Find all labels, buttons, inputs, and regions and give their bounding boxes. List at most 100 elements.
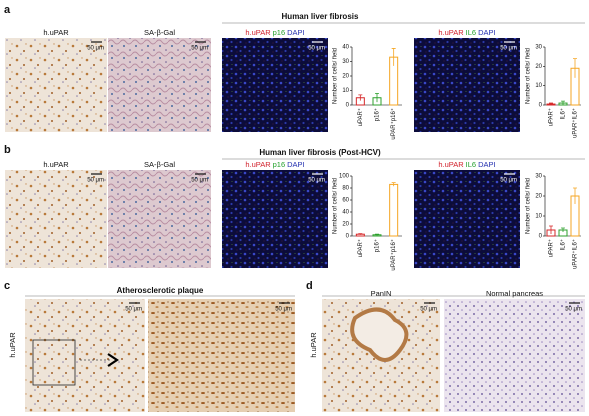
x-tick-label: uPAR⁺ — [357, 239, 364, 257]
panel-title: Human liver fibrosis (Post-HCV) — [259, 148, 381, 157]
y-axis-label: Number of cells/ field — [526, 178, 532, 234]
stain-name: h.uPAR — [438, 160, 464, 169]
x-tick-label: uPAR⁺IL6⁺ — [572, 108, 579, 138]
scale-label: 50 μm — [191, 178, 208, 184]
error-bar — [573, 58, 577, 78]
image-label: Normal pancreas — [486, 289, 543, 298]
x-tick-label: uPAR⁺p16⁺ — [390, 239, 397, 271]
scale-label: 50 μm — [87, 46, 104, 52]
stain-name: DAPI — [478, 28, 496, 37]
x-tick-label: uPAR⁺ — [548, 108, 555, 126]
stain-name: DAPI — [287, 28, 305, 37]
y-tick-label: 80 — [342, 186, 349, 192]
y-tick-label: 30 — [535, 174, 542, 180]
stain-name: DAPI — [478, 160, 496, 169]
micrograph — [414, 170, 520, 268]
stain-name: h.uPAR — [245, 160, 271, 169]
panel-letter: d — [306, 280, 313, 292]
error-bar — [561, 227, 565, 232]
scale-label: 50 μm — [125, 307, 142, 313]
scale-label: 50 μm — [420, 307, 437, 313]
figure-content: a b c d Human liver fibrosis Human liver fibr… — [4, 4, 585, 412]
x-tick-label: p16⁺ — [374, 108, 381, 121]
y-tick-label: 10 — [535, 83, 542, 89]
micrograph — [5, 38, 107, 132]
micrograph — [108, 38, 211, 132]
scale-label: 50 μm — [191, 46, 208, 52]
stain-name: IL6 — [466, 160, 476, 169]
stain-label: h.uPAR IL6 DAPI — [438, 160, 495, 169]
y-tick-label: 0 — [539, 234, 543, 240]
x-tick-label: uPAR⁺IL6⁺ — [572, 239, 579, 269]
panel-title: Human liver fibrosis — [282, 12, 359, 21]
image-label: h.uPAR — [43, 160, 69, 169]
bar — [389, 183, 399, 237]
error-bar — [358, 94, 363, 101]
y-tick-label: 20 — [535, 194, 542, 200]
duct — [350, 307, 409, 362]
image-label: SA-β-Gal — [144, 160, 175, 169]
y-axis-label: Number of cells/ field — [526, 48, 532, 104]
error-bar — [375, 93, 379, 103]
scale-label: 50 μm — [308, 46, 325, 52]
y-tick-label: 10 — [535, 214, 542, 220]
micrograph — [108, 170, 211, 268]
scale-label: 50 μm — [500, 46, 517, 52]
micrograph — [5, 170, 107, 268]
y-axis-label: Number of cells/ field — [333, 48, 339, 104]
error-bar — [375, 233, 379, 236]
inset-box — [32, 339, 76, 386]
stain-name: DAPI — [287, 160, 305, 169]
error-bar — [391, 182, 396, 187]
y-tick-label: 40 — [342, 45, 349, 51]
panel-title: Atherosclerotic plaque — [117, 286, 204, 295]
x-tick-label: uPAR⁺ — [548, 239, 555, 257]
image-label: SA-β-Gal — [144, 28, 175, 37]
stain-label: h.uPAR p16 DAPI — [245, 160, 304, 169]
panel-letter: c — [4, 280, 10, 292]
x-tick-label: uPAR⁺ — [357, 108, 364, 126]
scale-label: 50 μm — [275, 307, 292, 313]
micrograph — [148, 299, 295, 412]
x-tick-label: IL6⁺ — [560, 239, 567, 251]
error-bar — [358, 233, 363, 235]
y-tick-label: 30 — [342, 59, 349, 65]
image-label: h.uPAR — [43, 28, 69, 37]
micrograph — [414, 38, 520, 132]
x-tick-label: p16⁺ — [374, 239, 381, 252]
stain-name: h.uPAR — [245, 28, 271, 37]
micrograph — [222, 38, 328, 132]
side-label: h.uPAR — [8, 332, 17, 358]
y-tick-label: 20 — [342, 74, 349, 80]
y-tick-label: 0 — [346, 103, 350, 109]
stain-label: h.uPAR IL6 DAPI — [438, 28, 495, 37]
image-label: PanIN — [371, 289, 392, 298]
error-bar — [573, 187, 577, 204]
y-tick-label: 60 — [342, 198, 349, 204]
micrograph — [444, 299, 585, 412]
y-tick-label: 20 — [342, 222, 349, 228]
y-axis-label: Number of cells/ field — [333, 178, 339, 234]
micrograph — [222, 170, 328, 268]
panel-letter: b — [4, 144, 11, 156]
x-tick-label: IL6⁺ — [560, 108, 567, 120]
stain-name: p16 — [273, 160, 286, 169]
micrograph — [25, 299, 145, 412]
error-bar — [561, 100, 565, 105]
y-tick-label: 0 — [346, 234, 350, 240]
x-tick-label: uPAR⁺p16⁺ — [390, 108, 397, 140]
scale-label: 50 μm — [565, 307, 582, 313]
panel-letter: a — [4, 4, 11, 16]
side-label: h.uPAR — [309, 332, 318, 358]
stain-name: IL6 — [466, 28, 476, 37]
y-tick-label: 100 — [339, 174, 350, 180]
arrow — [107, 353, 119, 367]
y-tick-label: 20 — [535, 64, 542, 70]
scale-label: 50 μm — [308, 178, 325, 184]
error-bar — [391, 48, 396, 66]
scale-label: 50 μm — [87, 178, 104, 184]
error-bar — [549, 102, 553, 105]
y-tick-label: 10 — [342, 88, 349, 94]
